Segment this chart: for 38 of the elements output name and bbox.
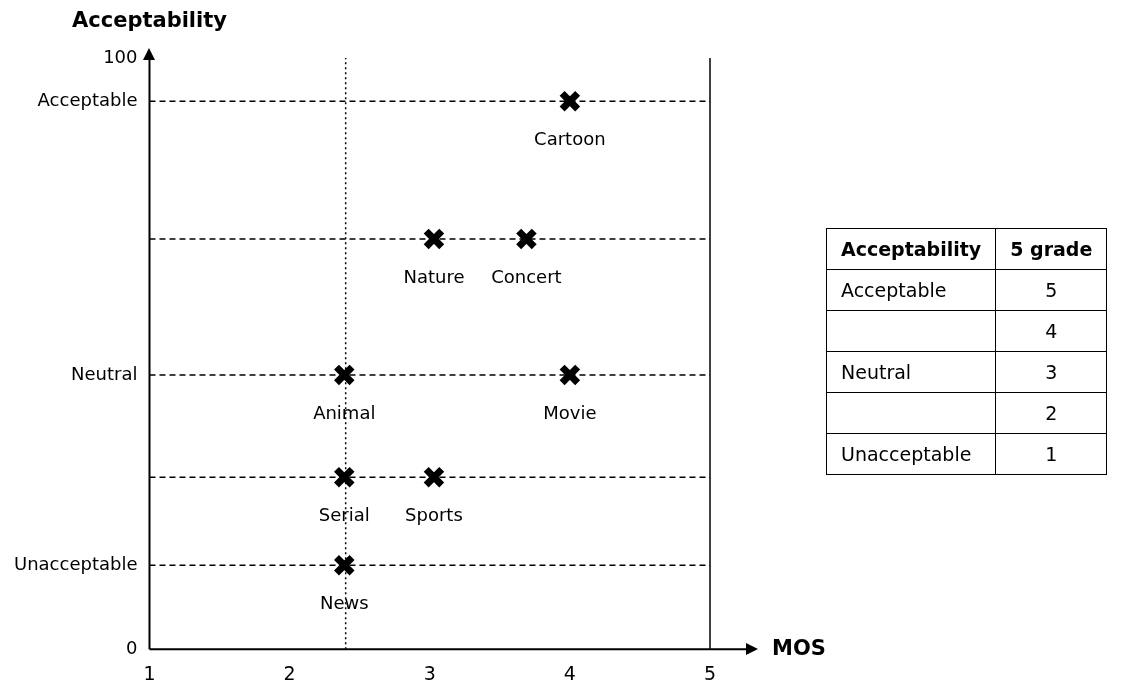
y-tick-label: Acceptable [37, 88, 138, 110]
point [332, 363, 356, 387]
data-label: 4 [995, 310, 1107, 352]
x-tick-label: 3 [423, 661, 436, 684]
annotation: Animal [313, 401, 376, 423]
point [332, 465, 356, 489]
y-tick-label: 100 [103, 45, 138, 67]
data-label: 1 [995, 433, 1107, 475]
annotation: Nature [403, 265, 465, 287]
point [558, 89, 582, 113]
annotation: Concert [491, 265, 562, 287]
annotation: Movie [543, 401, 597, 423]
y-tick-label: Acceptable [826, 269, 996, 311]
x-tick-label: 4 [563, 661, 576, 684]
y-tick-label: Neutral [826, 351, 996, 393]
annotation: News [319, 591, 369, 613]
x-tick-label: 1 [143, 661, 156, 684]
data-label: 3 [995, 351, 1107, 393]
annotation: Sports [405, 503, 463, 525]
x-tick-label: 5 grade [995, 228, 1107, 270]
annotation: Cartoon [534, 127, 606, 149]
point [332, 553, 356, 577]
y-axis-title: Acceptability [72, 8, 228, 33]
y-axis-title: Acceptability [826, 228, 996, 270]
y-tick-label: Unacceptable [826, 433, 996, 475]
x-tick-label: 2 [283, 661, 296, 684]
point [558, 363, 582, 387]
x-tick-label: 5 [703, 661, 717, 684]
point [422, 227, 446, 251]
point [422, 465, 446, 489]
x-axis-title: MOS [772, 635, 826, 660]
data-label: 5 [995, 269, 1107, 311]
y-tick-label: Neutral [71, 362, 138, 384]
point [515, 227, 538, 251]
data-label: 2 [995, 392, 1107, 434]
annotation: Serial [318, 503, 370, 525]
y-tick-label: Unacceptable [14, 552, 138, 574]
y-tick-label: 0 [126, 636, 138, 658]
